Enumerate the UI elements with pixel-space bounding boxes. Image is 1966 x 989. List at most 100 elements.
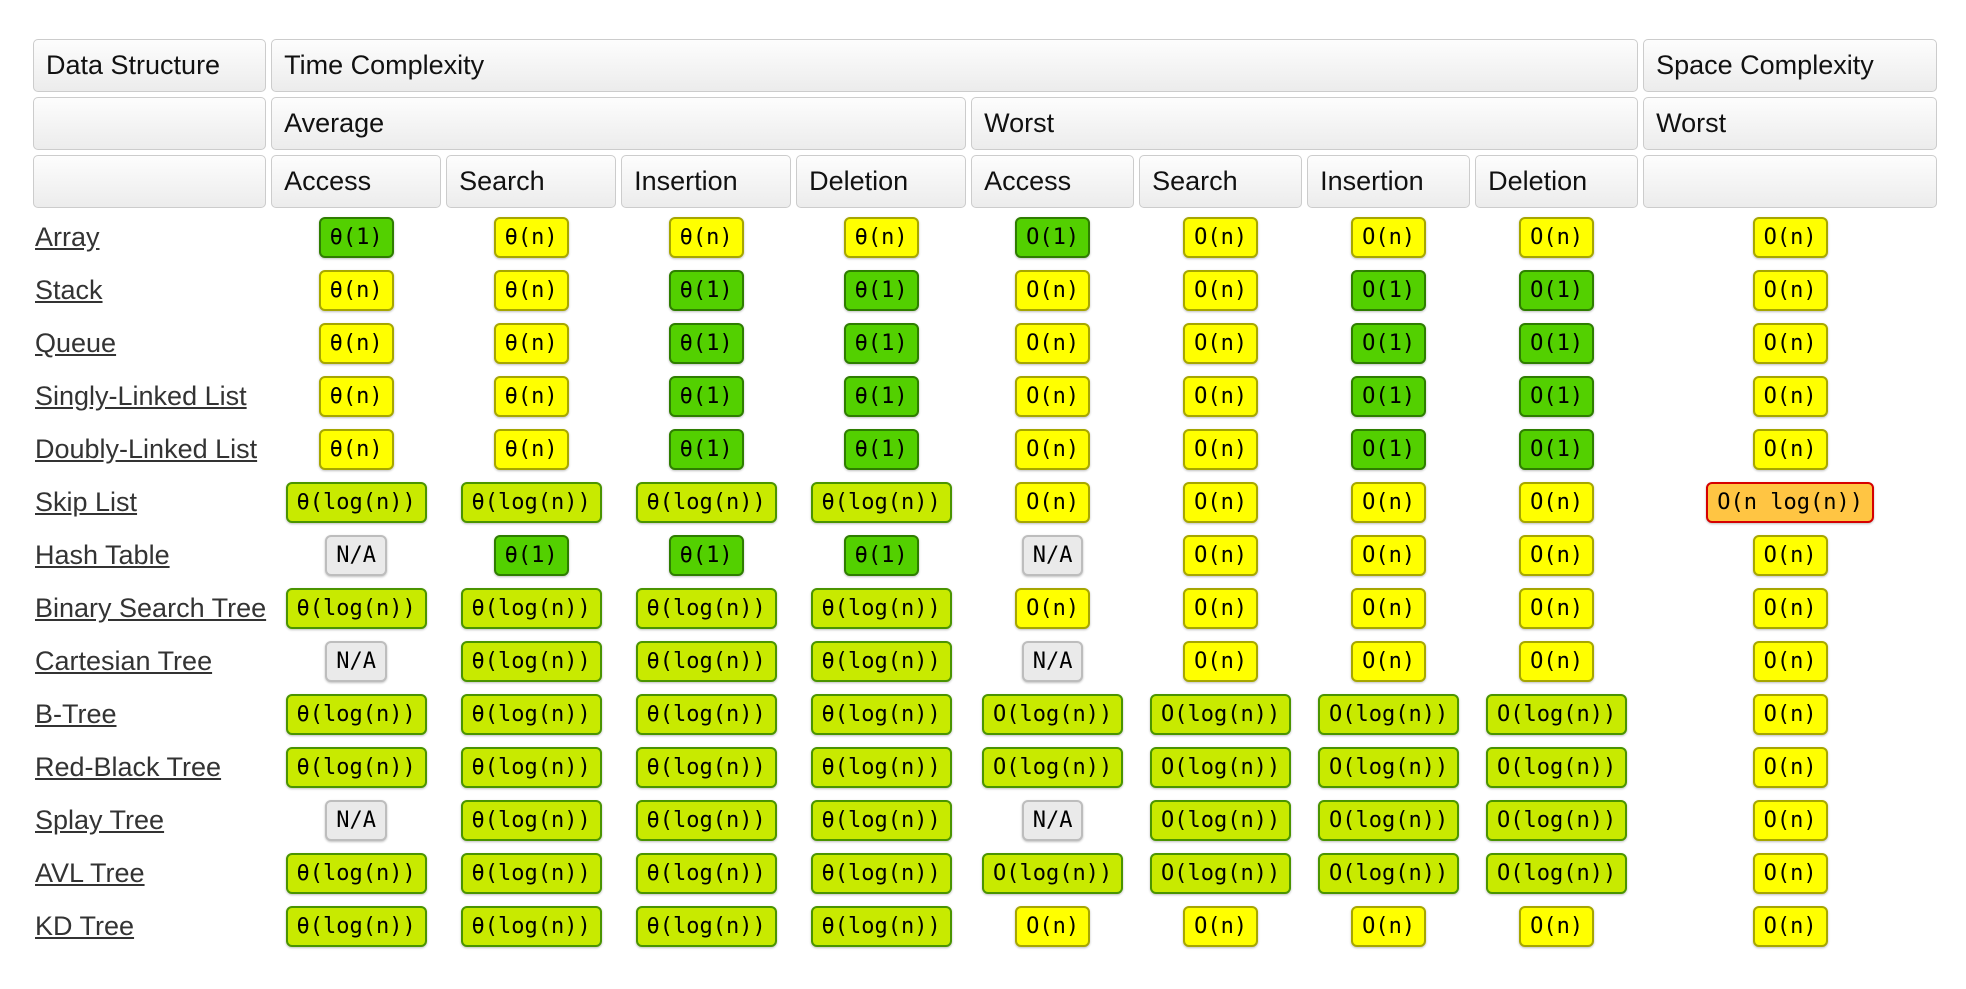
complexity-cell: O(n) [1139,213,1302,261]
data-structure-link[interactable]: Doubly-Linked List [35,433,258,464]
data-structure-link[interactable]: Binary Search Tree [35,592,267,623]
complexity-badge-good: θ(log(n)) [810,640,952,682]
complexity-cell: O(n) [971,266,1134,314]
complexity-cell: O(n) [971,478,1134,526]
complexity-badge-fair: O(n) [1015,481,1091,523]
complexity-badge-good: θ(log(n)) [460,640,602,682]
row-label-cell: B-Tree [33,690,266,738]
data-structure-link[interactable]: Cartesian Tree [35,645,213,676]
complexity-cell: O(log(n)) [1307,690,1470,738]
complexity-cell: θ(log(n)) [621,849,791,897]
complexity-cell: O(log(n)) [1475,690,1638,738]
complexity-cell: O(n) [1643,902,1937,950]
complexity-badge-fair: O(n) [1183,428,1259,470]
complexity-badge-good: θ(log(n)) [635,640,777,682]
complexity-badge-excellent: θ(1) [668,322,744,364]
row-label-cell: Skip List [33,478,266,526]
complexity-badge-na: N/A [325,799,387,841]
row-label-cell: Array [33,213,266,261]
data-structure-link[interactable]: Queue [35,327,117,358]
table-row: Red-Black Tree θ(log(n)) θ(log(n)) θ(log(n)… [33,743,1937,791]
data-structure-link[interactable]: Array [35,221,100,252]
complexity-badge-good: θ(log(n)) [285,852,427,894]
complexity-badge-good: θ(log(n)) [635,746,777,788]
header-space-complexity: Space Complexity [1643,39,1938,92]
complexity-badge-good: θ(log(n)) [635,693,777,735]
table-row: Splay Tree N/A θ(log(n)) θ(log(n)) θ(log(n))… [33,796,1937,844]
data-structure-link[interactable]: KD Tree [35,910,135,941]
complexity-badge-fair: O(n) [1351,905,1427,947]
header-op-access-average: Access [271,155,442,208]
complexity-badge-excellent: θ(1) [668,269,744,311]
complexity-badge-fair: O(n) [1015,587,1091,629]
complexity-cell: O(n) [1475,584,1638,632]
complexity-badge-excellent: O(1) [1519,375,1595,417]
complexity-cell: θ(log(n)) [446,584,616,632]
complexity-badge-good: O(log(n)) [982,746,1124,788]
complexity-badge-fair: θ(n) [493,216,569,258]
complexity-badge-good: θ(log(n)) [285,693,427,735]
complexity-cell: O(n) [1643,425,1937,473]
complexity-badge-fair: θ(n) [318,375,394,417]
complexity-cell: θ(n) [446,266,616,314]
data-structure-link[interactable]: Red-Black Tree [35,751,222,782]
complexity-cell: O(n) [1307,478,1470,526]
complexity-cell: θ(1) [621,266,791,314]
data-structure-link[interactable]: Hash Table [35,539,170,570]
data-structure-link[interactable]: Splay Tree [35,804,165,835]
complexity-cell: θ(log(n)) [446,690,616,738]
complexity-badge-na: N/A [1021,640,1084,682]
complexity-cell: O(1) [1475,266,1638,314]
complexity-cell: O(n) [1643,796,1937,844]
complexity-cell: O(1) [1307,319,1470,367]
complexity-badge-fair: O(n) [1015,428,1091,470]
complexity-badge-good: θ(log(n)) [810,587,952,629]
table-row: Cartesian Tree N/A θ(log(n)) θ(log(n)) θ(log… [33,637,1937,685]
complexity-badge-fair: O(n) [1752,640,1828,682]
complexity-cell: θ(n) [446,319,616,367]
complexity-cell: N/A [971,796,1134,844]
data-structure-link[interactable]: Stack [35,274,103,305]
header-data-structure: Data Structure [33,39,267,92]
complexity-cell: O(n) [1307,584,1470,632]
table-row: Hash Table N/A θ(1) θ(1) θ(1) N/A O(n) O(n) O(n)… [33,531,1937,579]
complexity-badge-fair: O(n) [1752,269,1828,311]
complexity-badge-fair: O(n) [1752,375,1828,417]
complexity-badge-excellent: θ(1) [668,375,744,417]
complexity-cell: θ(log(n)) [621,584,791,632]
complexity-cell: θ(1) [446,531,616,579]
complexity-cell: O(1) [1307,425,1470,473]
complexity-badge-fair: O(n) [1752,428,1828,470]
data-structure-link[interactable]: B-Tree [35,698,117,729]
complexity-badge-good: θ(log(n)) [635,481,777,523]
row-label-cell: Binary Search Tree [33,584,266,632]
complexity-badge-fair: O(n) [1015,269,1091,311]
complexity-badge-excellent: θ(1) [318,216,394,258]
complexity-cell: θ(log(n)) [271,849,441,897]
complexity-cell: O(1) [1475,425,1638,473]
complexity-cell: O(log(n)) [1139,849,1302,897]
complexity-badge-good: θ(log(n)) [635,852,777,894]
complexity-cell: O(n) [1643,266,1937,314]
complexity-badge-excellent: O(1) [1351,428,1427,470]
complexity-cell: O(n) [1643,531,1937,579]
complexity-cell: O(log(n)) [1139,743,1302,791]
complexity-badge-fair: O(n) [1752,799,1828,841]
header-row-1: Data Structure Time Complexity Space Com… [33,39,1938,92]
data-structure-link[interactable]: AVL Tree [35,857,145,888]
complexity-badge-na: N/A [325,640,387,682]
table-row: Binary Search Tree θ(log(n)) θ(log(n)) θ(lo… [33,584,1937,632]
complexity-badge-excellent: θ(1) [843,428,919,470]
data-structure-link[interactable]: Singly-Linked List [35,380,247,411]
complexity-cell: N/A [971,531,1134,579]
complexity-badge-good: O(log(n)) [982,852,1124,894]
complexity-cell: O(1) [1307,266,1470,314]
complexity-cell: θ(1) [621,319,791,367]
complexity-cell: θ(n) [446,425,616,473]
complexity-badge-fair: O(n) [1752,746,1828,788]
complexity-badge-good: O(log(n)) [1318,799,1460,841]
complexity-badge-good: O(log(n)) [1318,852,1460,894]
complexity-badge-fair: θ(n) [493,428,569,470]
data-structure-link[interactable]: Skip List [35,486,138,517]
header-op-deletion-average: Deletion [796,155,967,208]
